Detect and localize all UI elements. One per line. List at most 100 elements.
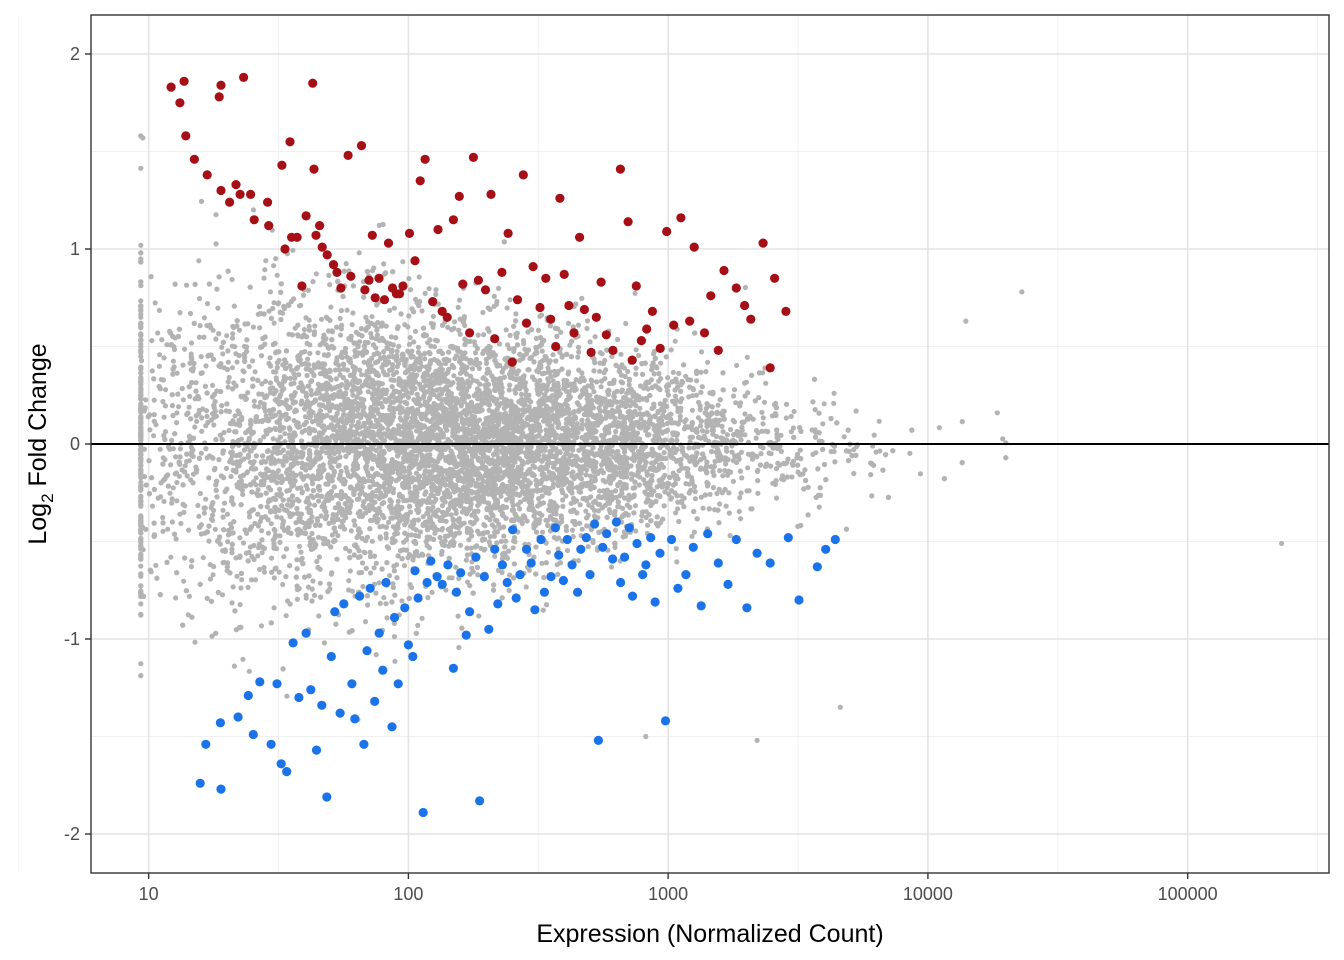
nonsignificant-point: [147, 567, 153, 573]
nonsignificant-point: [248, 577, 255, 583]
nonsignificant-point: [328, 304, 334, 310]
nonsignificant-point: [415, 622, 421, 629]
nonsignificant-point: [784, 474, 791, 480]
nonsignificant-point: [182, 346, 188, 352]
nonsignificant-point: [705, 359, 711, 365]
nonsignificant-point: [797, 447, 803, 453]
nonsignificant-point: [151, 433, 157, 439]
nonsignificant-point: [408, 287, 414, 293]
nonsignificant-point: [350, 310, 356, 316]
nonsignificant-point: [255, 511, 261, 517]
nonsignificant-point: [415, 344, 421, 350]
nonsignificant-point: [348, 423, 355, 429]
nonsignificant-point: [430, 504, 436, 510]
nonsignificant-point: [362, 619, 369, 625]
nonsignificant-point: [337, 454, 343, 460]
nonsignificant-point: [325, 424, 332, 430]
nonsignificant-point: [676, 518, 682, 525]
nonsignificant-point: [649, 405, 655, 412]
nonsignificant-point: [290, 247, 296, 253]
nonsignificant-point: [788, 413, 794, 419]
nonsignificant-point: [306, 323, 312, 329]
nonsignificant-point: [585, 544, 591, 550]
nonsignificant-point: [703, 369, 709, 375]
nonsignificant-point: [579, 526, 585, 532]
nonsignificant-point: [192, 639, 198, 645]
nonsignificant-point: [636, 482, 642, 488]
nonsignificant-point: [316, 498, 322, 504]
nonsignificant-point: [758, 451, 764, 457]
nonsignificant-point: [298, 380, 304, 386]
nonsignificant-point: [224, 511, 230, 517]
nonsignificant-point: [207, 562, 213, 568]
nonsignificant-point: [312, 502, 318, 508]
nonsignificant-point: [496, 285, 502, 291]
nonsignificant-point: [563, 420, 569, 427]
nonsignificant-point: [699, 384, 705, 390]
nonsignificant-point: [271, 300, 277, 306]
nonsignificant-point: [723, 461, 729, 467]
nonsignificant-point: [242, 527, 248, 533]
nonsignificant-point: [239, 577, 245, 583]
nonsignificant-point: [192, 424, 198, 430]
nonsignificant-point: [283, 574, 289, 580]
nonsignificant-point: [685, 377, 691, 383]
nonsignificant-point: [220, 507, 226, 513]
nonsignificant-point: [231, 663, 237, 669]
nonsignificant-point: [196, 258, 202, 264]
nonsignificant-point: [755, 490, 761, 496]
nonsignificant-point: [698, 349, 705, 355]
nonsignificant-point: [314, 558, 320, 565]
nonsignificant-point: [494, 540, 500, 546]
nonsignificant-point: [564, 547, 571, 554]
nonsignificant-point: [494, 298, 500, 305]
nonsignificant-point: [180, 397, 186, 403]
nonsignificant-point: [731, 387, 738, 393]
nonsignificant-point: [369, 314, 375, 320]
nonsignificant-point: [373, 590, 379, 596]
nonsignificant-point: [723, 503, 729, 509]
nonsignificant-point: [412, 328, 419, 334]
nonsignificant-point: [709, 404, 715, 410]
nonsignificant-point: [181, 578, 187, 584]
nonsignificant-point: [869, 493, 875, 499]
nonsignificant-point: [138, 661, 144, 667]
nonsignificant-point: [506, 587, 512, 594]
nonsignificant-point: [168, 462, 174, 468]
nonsignificant-point: [268, 521, 274, 527]
nonsignificant-point: [352, 522, 358, 528]
nonsignificant-point: [394, 562, 400, 568]
nonsignificant-point: [420, 514, 426, 520]
nonsignificant-point: [728, 426, 734, 433]
nonsignificant-point: [388, 515, 394, 521]
nonsignificant-point: [579, 417, 585, 423]
nonsignificant-point: [321, 397, 327, 403]
nonsignificant-point: [142, 405, 148, 411]
nonsignificant-point: [457, 297, 463, 303]
nonsignificant-point: [294, 596, 300, 602]
nonsignificant-point: [280, 462, 286, 468]
nonsignificant-point: [267, 380, 274, 386]
nonsignificant-point: [277, 486, 283, 492]
nonsignificant-point: [437, 386, 443, 392]
nonsignificant-points: [137, 133, 1285, 744]
nonsignificant-point: [936, 425, 943, 431]
nonsignificant-point: [425, 595, 431, 601]
nonsignificant-point: [674, 437, 680, 444]
nonsignificant-point: [246, 363, 252, 370]
nonsignificant-point: [383, 535, 389, 541]
nonsignificant-point: [337, 315, 343, 322]
nonsignificant-point: [282, 431, 288, 437]
nonsignificant-point: [236, 327, 243, 333]
nonsignificant-point: [257, 325, 263, 331]
nonsignificant-point: [394, 348, 400, 354]
nonsignificant-point: [626, 377, 632, 384]
nonsignificant-point: [263, 378, 269, 384]
nonsignificant-point: [177, 454, 183, 460]
nonsignificant-point: [694, 378, 700, 384]
nonsignificant-point: [303, 592, 309, 598]
nonsignificant-point: [149, 368, 155, 374]
nonsignificant-point: [406, 341, 413, 347]
nonsignificant-point: [138, 311, 144, 317]
nonsignificant-point: [161, 414, 167, 420]
